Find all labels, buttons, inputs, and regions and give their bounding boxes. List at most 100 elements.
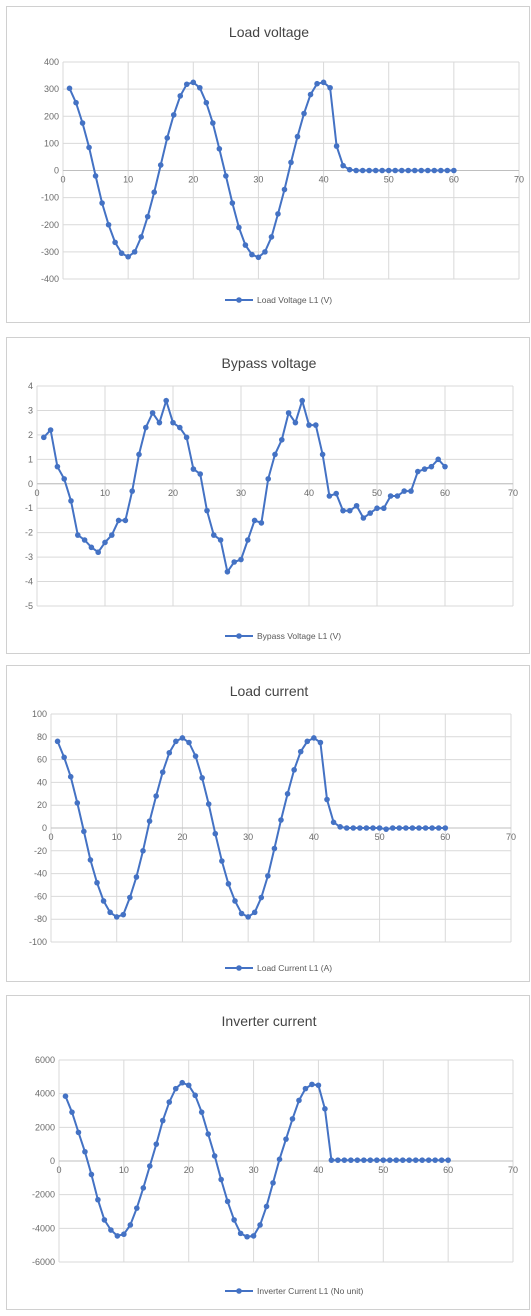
data-point — [279, 436, 285, 443]
data-point — [343, 825, 350, 831]
y-tick-label: 100 — [32, 709, 47, 719]
y-tick-label: -400 — [41, 274, 59, 284]
chart-panel-load-current: Load current 100 80 60 40 20 0 -20 -40 -60 -80 -100… — [6, 665, 530, 982]
data-point — [432, 1157, 438, 1163]
data-point — [166, 1099, 173, 1105]
data-point — [216, 146, 223, 152]
x-tick-label: 60 — [449, 175, 459, 185]
y-tick-label: -20 — [34, 846, 47, 856]
data-point — [109, 532, 115, 538]
data-point — [203, 99, 210, 106]
data-point — [360, 515, 367, 521]
y-tick-label: -100 — [41, 193, 59, 203]
data-point — [66, 85, 73, 92]
data-point — [159, 769, 166, 775]
data-point — [86, 144, 92, 151]
data-point — [405, 167, 412, 174]
data-point — [105, 221, 112, 228]
data-point — [285, 410, 292, 416]
data-point — [125, 253, 131, 260]
data-point — [297, 748, 304, 755]
data-point — [294, 133, 301, 140]
data-point — [429, 825, 435, 831]
data-point — [107, 909, 113, 916]
data-point — [229, 200, 236, 206]
data-point — [88, 1171, 95, 1178]
x-tick-label: 0 — [34, 488, 39, 498]
x-tick-label: 40 — [304, 488, 314, 498]
y-tick-label: 20 — [37, 800, 47, 810]
y-tick-label: 300 — [44, 84, 59, 94]
legend-label: Bypass Voltage L1 (V) — [257, 631, 341, 641]
data-point — [393, 1157, 400, 1163]
data-point — [319, 451, 326, 458]
data-point — [340, 162, 346, 169]
data-point — [163, 397, 169, 404]
data-point — [186, 739, 192, 746]
data-point — [146, 818, 153, 824]
data-point — [115, 517, 122, 524]
data-point — [333, 143, 340, 149]
data-point — [127, 894, 133, 901]
data-point — [197, 471, 203, 477]
x-tick-label: 20 — [188, 175, 198, 185]
data-point — [190, 466, 197, 472]
data-point — [177, 424, 183, 431]
data-point — [81, 828, 87, 835]
y-tick-label: -3 — [25, 552, 33, 562]
chart-panel-load-voltage: Load voltage 400 300 200 100 0 -100 -200 -300 -40… — [6, 6, 530, 323]
data-point — [380, 1157, 387, 1163]
data-point — [245, 537, 251, 543]
data-point — [346, 166, 353, 173]
data-point — [422, 825, 429, 831]
y-tick-label: 100 — [44, 138, 59, 148]
legend-label: Load Current L1 (A) — [257, 963, 332, 973]
data-point — [100, 898, 107, 904]
chart-title: Load voltage — [229, 24, 309, 40]
x-tick-label: 40 — [313, 1165, 323, 1175]
chart-title: Inverter current — [222, 1013, 317, 1029]
x-tick-label: 10 — [112, 832, 122, 842]
data-point — [149, 410, 156, 416]
data-point — [134, 1205, 140, 1211]
data-point — [210, 120, 216, 126]
data-point — [157, 162, 164, 168]
data-point — [363, 825, 370, 831]
data-point — [219, 858, 225, 864]
data-point — [304, 738, 311, 745]
data-point — [278, 817, 284, 823]
y-tick-label: 3 — [28, 405, 33, 415]
data-point — [386, 1157, 393, 1163]
data-point — [337, 824, 343, 830]
data-point — [409, 825, 416, 831]
data-point — [428, 463, 435, 470]
legend-label: Inverter Current L1 (No unit) — [257, 1286, 363, 1296]
y-tick-label: -300 — [41, 247, 59, 257]
data-point — [425, 1157, 432, 1163]
data-point — [438, 1157, 445, 1163]
data-point — [284, 791, 291, 797]
data-point — [205, 801, 212, 807]
data-point — [347, 507, 353, 514]
data-point — [114, 1233, 121, 1239]
data-point — [136, 451, 142, 458]
x-tick-label: 50 — [372, 488, 382, 498]
x-tick-label: 50 — [375, 832, 385, 842]
data-point — [288, 159, 294, 166]
x-tick-label: 0 — [60, 175, 65, 185]
data-point — [231, 559, 237, 565]
data-point — [118, 250, 125, 257]
y-tick-label: 2000 — [35, 1122, 55, 1132]
data-point — [192, 1092, 198, 1099]
y-tick-label: -1 — [25, 503, 33, 513]
y-tick-label: 4000 — [35, 1089, 55, 1099]
legend-label: Load Voltage L1 (V) — [257, 295, 332, 305]
data-point — [88, 544, 95, 551]
data-point — [223, 173, 229, 179]
data-point — [255, 254, 262, 261]
data-point — [183, 434, 190, 441]
y-tick-label: 6000 — [35, 1055, 55, 1065]
data-point — [348, 1157, 354, 1163]
data-point — [258, 894, 265, 901]
legend: Inverter Current L1 (No unit) — [225, 1286, 363, 1296]
